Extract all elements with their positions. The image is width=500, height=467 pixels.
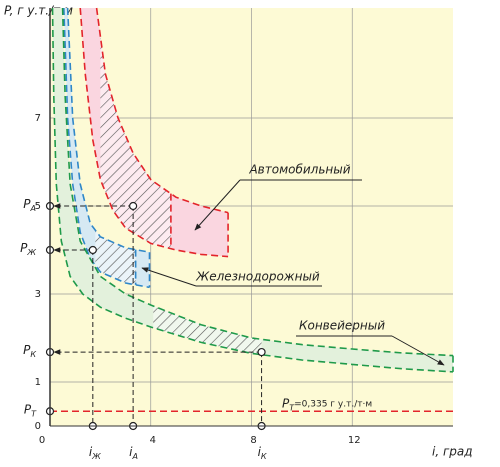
x-tick-label: 4 — [150, 435, 156, 446]
y-marker-label-main: P — [20, 241, 28, 255]
threshold-note-note: =0,335 г у.т./т·м — [294, 399, 372, 409]
y-marker-label-sub: Ж — [26, 248, 36, 257]
band-boundary — [79, 7, 229, 258]
x-tick-label: 0 — [39, 435, 45, 446]
series-label: Конвейерный — [299, 319, 385, 333]
threshold-note-main: P — [282, 396, 290, 410]
y-marker-label-main: P — [23, 343, 31, 357]
y-tick-label: 1 — [35, 377, 41, 388]
threshold-note: PТ=0,335 г у.т./т·м — [282, 396, 372, 412]
hatch — [95, 230, 136, 285]
marker-point — [88, 245, 97, 255]
label-leader — [391, 335, 445, 366]
y-marker-label-main: P — [24, 402, 32, 416]
y-tick-label: 7 — [35, 113, 41, 124]
x-marker-label-sub: А — [131, 452, 137, 461]
x-marker-label-main: i — [129, 445, 133, 459]
marker-point — [257, 347, 266, 357]
x-marker-label-main: i — [258, 445, 262, 459]
y-marker-label-sub: Т — [31, 409, 37, 418]
x-tick-label: 12 — [348, 435, 361, 446]
y-marker-label-main: P — [23, 197, 31, 211]
series-label: Автомобильный — [248, 163, 350, 177]
band-boundary — [63, 7, 150, 289]
y-marker-label-sub: А — [30, 204, 36, 213]
series-label: Железнодорожный — [195, 270, 320, 284]
y-marker-label: PК — [23, 343, 36, 359]
band-boundary — [51, 7, 454, 373]
x-marker-label-sub: К — [261, 452, 267, 461]
label-leader — [141, 267, 197, 287]
hatch — [100, 36, 171, 249]
marker-point — [129, 201, 138, 211]
band-boundary — [61, 7, 454, 357]
x-axis-title: i, град — [432, 445, 473, 459]
band-boundary — [95, 7, 229, 214]
x-marker-label-sub: Ж — [91, 452, 101, 461]
threshold-note-sub: Т — [289, 403, 295, 412]
y-marker-label-sub: К — [30, 350, 36, 359]
label-leader — [194, 179, 241, 231]
y-marker-label: PЖ — [20, 241, 36, 257]
hatch — [153, 305, 262, 355]
y-marker-label: PТ — [24, 402, 37, 418]
x-marker-label: iК — [258, 445, 267, 461]
x-marker-label: iА — [129, 445, 138, 461]
x-marker-label-main: i — [89, 445, 93, 459]
y-tick-label: 0 — [35, 421, 41, 432]
band-fill — [63, 8, 150, 288]
y-tick-label: 3 — [35, 289, 41, 300]
y-tick-label: 5 — [35, 201, 41, 212]
y-marker-label: PА — [23, 197, 36, 213]
x-marker-label: iЖ — [89, 445, 101, 461]
x-tick-label: 8 — [250, 435, 256, 446]
band-boundary — [66, 7, 150, 253]
